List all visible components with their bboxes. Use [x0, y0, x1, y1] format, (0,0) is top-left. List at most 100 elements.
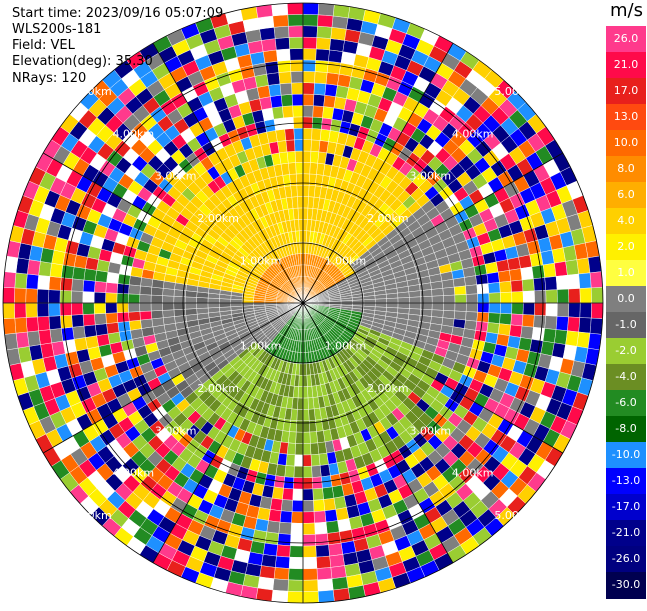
nrays-label: NRays: 120: [12, 71, 87, 86]
velocity-gate: [335, 507, 350, 521]
velocity-gate: [544, 315, 558, 330]
velocity-gate: [534, 302, 547, 316]
colorbar-tick-label: 10.0: [613, 136, 639, 149]
velocity-gate: [297, 207, 304, 220]
velocity-gate: [72, 266, 86, 281]
range-ring-label: 2.00km: [367, 382, 409, 395]
velocity-gate: [288, 25, 304, 38]
velocity-gate: [442, 286, 456, 296]
velocity-gate: [317, 441, 328, 455]
velocity-gate: [302, 409, 310, 422]
azimuth-spoke: [302, 302, 454, 564]
azimuth-spoke: [302, 152, 564, 304]
velocity-gate: [317, 578, 334, 592]
colorbar-segment: [606, 52, 646, 79]
velocity-gate: [96, 333, 111, 347]
velocity-gate: [591, 287, 604, 304]
velocity-gate: [531, 264, 545, 280]
colorbar-segment: [606, 182, 646, 209]
velocity-gate: [302, 591, 319, 604]
velocity-gate: [363, 299, 376, 304]
velocity-gate: [386, 302, 399, 309]
velocity-gate: [314, 521, 328, 535]
velocity-gate: [287, 14, 304, 27]
velocity-gate: [150, 286, 164, 296]
velocity-gate: [268, 509, 282, 523]
velocity-gate: [302, 511, 315, 524]
velocity-gate: [484, 261, 499, 275]
velocity-gate: [299, 230, 304, 243]
colorbar-tick-label: -10.0: [611, 448, 641, 461]
range-ring-label: 2.00km: [367, 212, 409, 225]
range-ring-label: 1.00km: [240, 339, 282, 352]
velocity-gate: [139, 310, 153, 321]
velocity-gate: [268, 83, 282, 97]
velocity-gate: [274, 555, 290, 569]
velocity-gate: [25, 288, 38, 304]
velocity-gate: [162, 302, 175, 311]
velocity-gate: [93, 302, 106, 315]
velocity-gate: [71, 314, 85, 328]
velocity-gate: [48, 302, 61, 317]
velocity-gate: [105, 302, 118, 314]
velocity-gate: [579, 302, 592, 319]
velocity-gate: [555, 316, 569, 332]
velocity-gate: [497, 270, 511, 283]
velocity-gate: [150, 310, 164, 320]
velocity-gate: [307, 397, 315, 410]
velocity-gate: [302, 534, 316, 547]
velocity-gate: [293, 128, 304, 141]
velocity-gate: [302, 71, 316, 84]
velocity-gate: [302, 128, 313, 141]
velocity-gate: [15, 257, 30, 275]
velocity-gate: [37, 316, 51, 332]
velocity-gate: [302, 488, 314, 501]
range-ring-label: 2.00km: [197, 382, 239, 395]
velocity-gate: [282, 105, 294, 119]
velocity-gate: [302, 386, 309, 399]
velocity-gate: [302, 196, 309, 209]
velocity-gate: [313, 510, 327, 524]
velocity-gate: [302, 48, 317, 61]
velocity-gate: [397, 297, 410, 304]
colorbar-segment: [606, 572, 646, 599]
velocity-gate: [531, 326, 545, 342]
colorbar-tick-label: -26.0: [611, 552, 641, 565]
velocity-gate: [453, 310, 467, 321]
velocity-gate: [578, 272, 592, 289]
velocity-gate: [302, 443, 312, 456]
velocity-gate: [318, 452, 329, 466]
velocity-gate: [106, 271, 120, 284]
velocity-gate: [556, 288, 570, 304]
velocity-gate: [277, 533, 292, 546]
colorbar-tick-label: -30.0: [611, 578, 641, 591]
velocity-gate: [511, 291, 524, 304]
colorbar-segment: [606, 208, 646, 235]
velocity-gate: [397, 302, 410, 309]
velocity-gate: [173, 296, 186, 304]
velocity-gate: [2, 287, 15, 304]
velocity-gate: [274, 37, 290, 51]
velocity-gate: [452, 277, 466, 288]
velocity-gate: [288, 162, 297, 175]
velocity-gate: [162, 309, 175, 318]
velocity-gate: [487, 282, 501, 294]
velocity-gate: [522, 290, 535, 304]
velocity-gate: [219, 302, 232, 308]
colorbar-tick-label: 8.0: [617, 162, 635, 175]
ppi-radar-map: 1.00km 2.00km 3.00km 4.00km 5.00km 1.00km 2.00…: [2, 2, 604, 604]
velocity-gate: [302, 173, 310, 186]
velocity-gate: [38, 329, 52, 345]
velocity-gate: [284, 128, 295, 141]
velocity-gate: [280, 94, 293, 107]
velocity-gate: [313, 499, 326, 512]
velocity-gate: [14, 272, 28, 289]
velocity-gate: [576, 257, 591, 275]
velocity-gate: [48, 276, 62, 291]
velocity-gate: [271, 486, 284, 500]
velocity-gate: [48, 289, 61, 304]
velocity-gate: [207, 302, 220, 309]
velocity-gate: [337, 518, 352, 533]
velocity-gate: [329, 38, 345, 52]
range-ring-label: 5.00km: [494, 509, 536, 522]
